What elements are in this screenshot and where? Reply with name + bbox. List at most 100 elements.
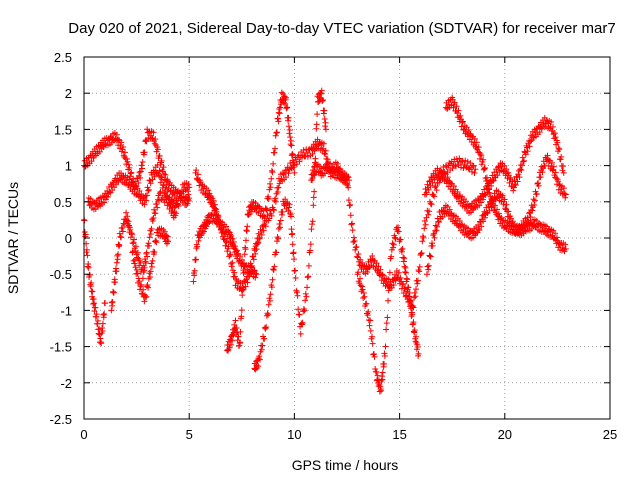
data-point xyxy=(131,260,138,267)
data-point xyxy=(302,297,309,304)
data-point xyxy=(539,169,546,176)
data-point xyxy=(124,158,131,165)
data-point xyxy=(268,284,275,291)
data-point xyxy=(225,228,232,235)
data-point xyxy=(143,293,150,300)
data-point xyxy=(120,152,127,159)
data-point xyxy=(278,211,285,218)
data-point xyxy=(295,306,302,313)
data-point xyxy=(343,172,350,179)
data-point xyxy=(229,259,236,266)
data-point xyxy=(390,282,397,289)
data-point xyxy=(290,249,297,256)
data-point xyxy=(164,193,171,200)
data-point xyxy=(243,237,250,244)
data-point xyxy=(159,176,166,183)
data-point xyxy=(145,187,152,194)
data-point xyxy=(322,151,329,158)
data-point xyxy=(402,285,409,292)
data-point xyxy=(265,195,272,202)
data-point xyxy=(398,248,405,255)
data-point xyxy=(134,249,141,256)
data-point xyxy=(310,194,317,201)
data-point xyxy=(275,225,282,232)
data-point xyxy=(154,146,161,153)
data-point xyxy=(412,293,419,300)
data-point xyxy=(551,130,558,137)
data-point xyxy=(388,253,395,260)
data-point xyxy=(263,207,270,214)
data-point xyxy=(378,387,385,394)
data-point xyxy=(426,252,433,259)
data-point xyxy=(485,203,492,210)
data-point xyxy=(471,170,478,177)
data-point xyxy=(305,262,312,269)
data-point xyxy=(422,186,429,193)
data-point xyxy=(304,284,311,291)
data-point xyxy=(418,250,425,257)
data-point xyxy=(486,189,493,196)
data-point xyxy=(285,114,292,121)
data-point xyxy=(104,194,111,201)
data-point xyxy=(524,144,531,151)
data-point xyxy=(131,256,138,263)
data-point xyxy=(359,259,366,266)
data-point xyxy=(287,134,294,141)
data-point xyxy=(529,207,536,214)
data-point xyxy=(511,177,518,184)
data-point xyxy=(304,274,311,281)
data-point xyxy=(278,89,285,96)
data-point xyxy=(480,218,487,225)
data-point xyxy=(478,223,485,230)
data-point xyxy=(433,187,440,194)
axis-ticks xyxy=(83,56,611,420)
data-point xyxy=(288,213,295,220)
data-point xyxy=(433,227,440,234)
data-point xyxy=(147,177,154,184)
series-track-h xyxy=(224,89,298,354)
data-point xyxy=(139,165,146,172)
data-point xyxy=(223,223,230,230)
data-point xyxy=(531,202,538,209)
data-point xyxy=(232,317,239,324)
data-point xyxy=(129,249,136,256)
data-point xyxy=(267,184,274,191)
data-point xyxy=(310,202,317,209)
series-track-e xyxy=(129,225,172,305)
data-point xyxy=(133,266,140,273)
data-point xyxy=(413,333,420,340)
data-point xyxy=(470,163,477,170)
data-point xyxy=(493,211,500,218)
data-point xyxy=(544,152,551,159)
data-point xyxy=(118,139,125,146)
data-point xyxy=(436,179,443,186)
data-point xyxy=(322,147,329,154)
data-point xyxy=(539,224,546,231)
data-point xyxy=(321,107,328,114)
data-point xyxy=(227,341,234,348)
data-point xyxy=(385,287,392,294)
data-point xyxy=(129,231,136,238)
data-point xyxy=(512,181,519,188)
data-point xyxy=(456,155,463,162)
chart-title: Day 020 of 2021, Sidereal Day-to-day VTE… xyxy=(68,20,615,37)
data-point xyxy=(309,150,316,157)
data-point xyxy=(231,269,238,276)
data-point xyxy=(141,201,148,208)
data-point xyxy=(361,293,368,300)
data-point xyxy=(400,280,407,287)
data-point xyxy=(365,308,372,315)
data-point xyxy=(403,292,410,299)
data-point xyxy=(244,223,251,230)
data-point xyxy=(560,163,567,170)
data-point xyxy=(138,162,145,169)
data-point xyxy=(321,116,328,123)
data-point xyxy=(293,289,300,296)
data-point xyxy=(137,259,144,266)
data-point xyxy=(322,119,329,126)
data-point xyxy=(383,326,390,333)
data-point xyxy=(304,153,311,160)
data-point xyxy=(476,227,483,234)
data-point xyxy=(256,353,263,360)
data-point xyxy=(135,275,142,282)
